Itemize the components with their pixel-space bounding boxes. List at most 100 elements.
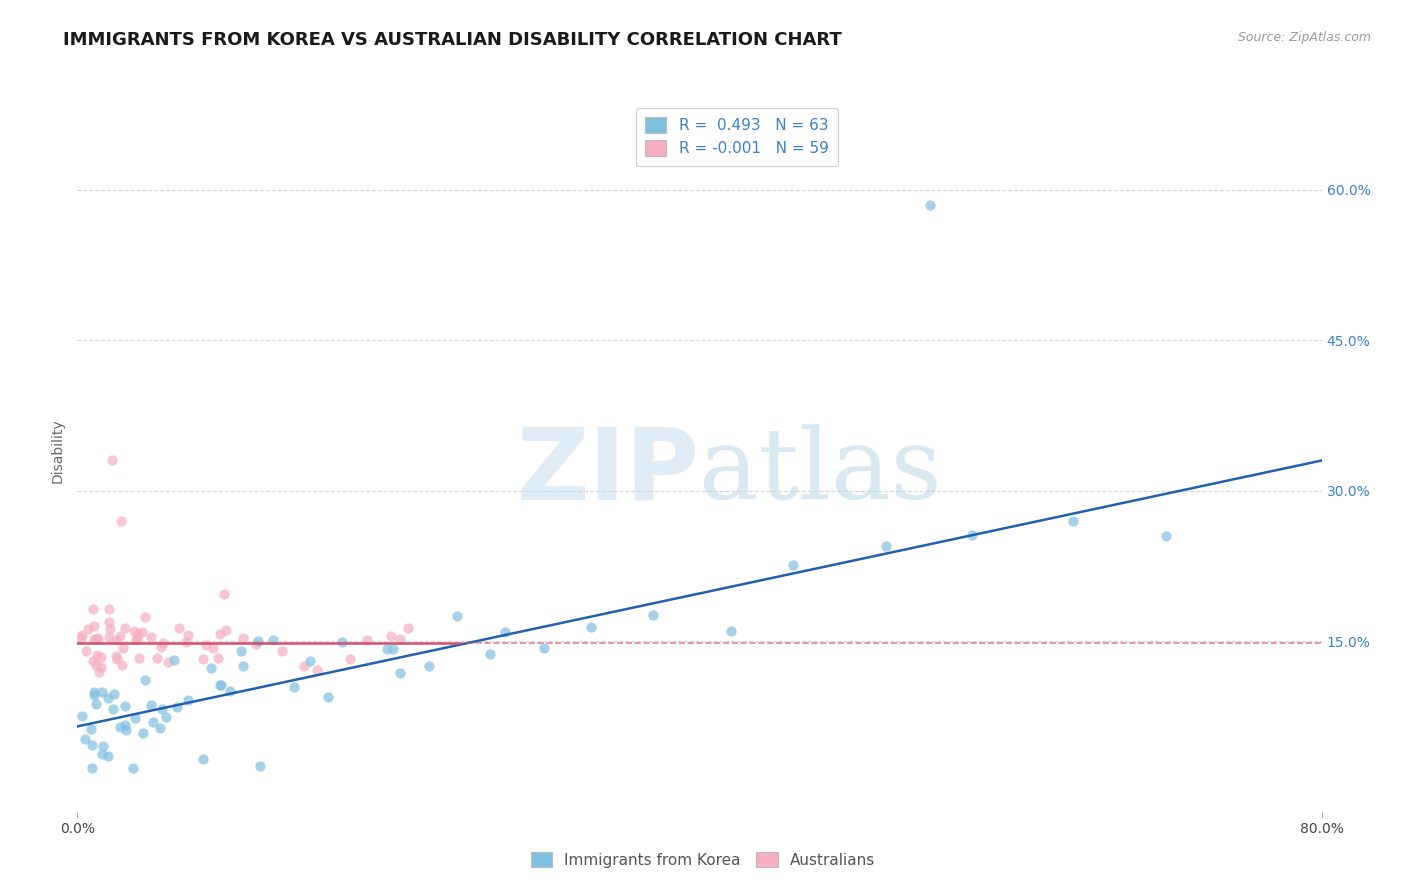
Point (177, 693, 200, 707)
Point (202, 640, 225, 655)
Point (533, 640, 555, 655)
Point (1154, 529, 1177, 543)
Point (298, 654, 321, 668)
Point (208, 678, 231, 692)
Point (90, 649, 112, 664)
Point (249, 759, 271, 773)
Point (782, 558, 804, 572)
Point (356, 632, 378, 647)
Point (283, 680, 305, 694)
Point (191, 752, 214, 766)
Point (115, 723, 138, 738)
Point (86, 648, 108, 663)
Point (100, 453, 122, 467)
Point (139, 630, 162, 644)
Point (70, 627, 93, 641)
Point (339, 652, 361, 666)
Point (200, 660, 222, 674)
Point (70, 631, 93, 645)
Point (1062, 514, 1084, 528)
Point (150, 640, 173, 655)
Point (141, 698, 163, 713)
Point (104, 648, 127, 663)
Point (90, 660, 112, 674)
Point (389, 666, 412, 681)
Point (247, 633, 270, 648)
Point (80, 738, 103, 752)
Y-axis label: Disability: Disability (51, 418, 65, 483)
Point (91, 739, 114, 754)
Point (232, 659, 254, 673)
Point (87, 632, 110, 646)
Text: Source: ZipAtlas.com: Source: ZipAtlas.com (1237, 31, 1371, 45)
Point (176, 627, 198, 641)
Point (83, 618, 105, 632)
Point (494, 625, 516, 640)
Point (875, 539, 897, 553)
Point (84, 657, 107, 672)
Point (108, 720, 131, 734)
Legend: Immigrants from Korea, Australians: Immigrants from Korea, Australians (524, 846, 882, 873)
Point (127, 631, 149, 645)
Point (195, 638, 218, 652)
Point (262, 633, 284, 648)
Point (150, 702, 173, 716)
Point (156, 656, 179, 670)
Point (98, 622, 121, 636)
Point (97, 748, 120, 763)
Point (292, 658, 315, 673)
Point (73, 731, 96, 746)
Point (108, 629, 131, 643)
Point (163, 652, 186, 666)
Point (149, 721, 172, 735)
Point (127, 626, 149, 640)
Point (641, 608, 664, 623)
Point (918, 197, 941, 211)
Point (103, 687, 125, 701)
Point (380, 629, 402, 643)
Point (229, 643, 252, 657)
Point (579, 619, 602, 633)
Point (134, 673, 156, 687)
Point (142, 714, 165, 729)
Point (207, 651, 229, 665)
Point (114, 698, 136, 713)
Point (479, 647, 502, 661)
Point (245, 637, 267, 651)
Point (75, 644, 97, 658)
Point (208, 627, 231, 641)
Point (105, 652, 128, 666)
Point (97, 615, 120, 630)
Point (131, 624, 153, 639)
Legend: R =  0.493   N = 63, R = -0.001   N = 59: R = 0.493 N = 63, R = -0.001 N = 59 (636, 108, 838, 166)
Point (82, 602, 104, 616)
Point (98, 630, 121, 644)
Point (174, 635, 197, 649)
Point (155, 709, 177, 723)
Point (960, 528, 983, 542)
Point (122, 760, 145, 774)
Point (232, 631, 254, 645)
Point (131, 726, 153, 740)
Point (318, 690, 340, 705)
Point (114, 718, 136, 732)
Point (114, 621, 136, 635)
Point (89, 665, 111, 680)
Point (418, 659, 440, 673)
Point (82, 654, 104, 668)
Point (70, 708, 93, 723)
Point (110, 514, 132, 528)
Point (218, 684, 240, 698)
Point (125, 632, 148, 647)
Point (193, 651, 215, 665)
Point (720, 624, 742, 638)
Point (83, 685, 105, 699)
Point (84, 697, 107, 711)
Text: ZIP: ZIP (516, 424, 700, 521)
Point (80, 761, 103, 775)
Point (446, 609, 468, 624)
Point (83, 632, 105, 646)
Point (212, 587, 235, 601)
Point (91, 747, 114, 762)
Point (76, 622, 98, 636)
